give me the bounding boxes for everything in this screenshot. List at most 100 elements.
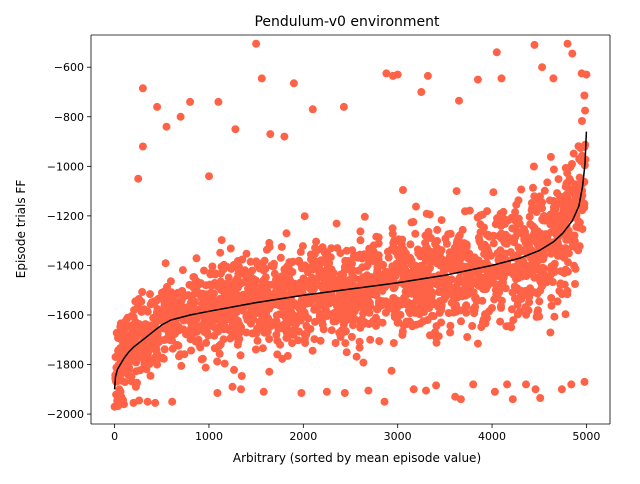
- scatter-point: [151, 398, 160, 407]
- scatter-point: [353, 300, 361, 309]
- scatter-point: [417, 88, 426, 96]
- y-tick-label: −1600: [47, 309, 84, 322]
- scatter-point: [466, 270, 475, 279]
- scatter-point: [201, 363, 210, 372]
- scatter-point: [398, 235, 407, 244]
- mean-line: [113, 131, 588, 390]
- scatter-point: [374, 317, 382, 326]
- scatter-point: [549, 203, 558, 212]
- scatter-point: [272, 318, 280, 327]
- scatter-point: [310, 305, 319, 314]
- scatter-point: [432, 381, 441, 390]
- scatter-point: [218, 319, 226, 327]
- scatter-point: [557, 385, 566, 394]
- scatter-point: [303, 268, 312, 276]
- scatter-point: [322, 296, 331, 305]
- scatter-point: [387, 366, 396, 375]
- scatter-point: [258, 344, 267, 353]
- scatter-point: [426, 263, 434, 272]
- scatter-point: [331, 339, 340, 347]
- scatter-point: [132, 367, 141, 376]
- scatter-point: [529, 265, 538, 274]
- scatter-point: [238, 306, 247, 315]
- scatter-point: [494, 288, 503, 296]
- scatter-point: [151, 345, 160, 354]
- scatter-point: [116, 387, 125, 396]
- scatter-point: [549, 197, 558, 205]
- scatter-point: [488, 266, 497, 275]
- scatter-point: [345, 276, 354, 285]
- y-axis-label: Episode trials FF: [14, 180, 28, 279]
- scatter-point: [563, 193, 572, 202]
- scatter-point: [282, 299, 290, 308]
- scatter-point: [525, 212, 534, 221]
- scatter-point: [563, 267, 572, 276]
- scatter-point: [549, 264, 558, 272]
- scatter-point: [383, 274, 392, 283]
- scatter-point: [280, 320, 289, 329]
- scatter-point: [560, 208, 569, 217]
- scatter-point: [159, 354, 168, 363]
- scatter-point: [200, 266, 208, 275]
- scatter-point: [150, 322, 159, 331]
- x-tick-label: 5000: [572, 430, 600, 443]
- scatter-point: [394, 296, 402, 305]
- scatter-point: [465, 253, 474, 262]
- x-axis-label: Arbitrary (sorted by mean episode value): [233, 451, 481, 465]
- scatter-point: [396, 253, 404, 262]
- scatter-point: [538, 282, 546, 291]
- scatter-point: [265, 335, 274, 343]
- scatter-point: [366, 335, 375, 344]
- scatter-point: [530, 273, 539, 282]
- scatter-point: [229, 261, 238, 269]
- scatter-point: [580, 91, 589, 100]
- scatter-point: [226, 290, 234, 299]
- scatter-point: [468, 322, 477, 330]
- scatter-point: [355, 337, 364, 346]
- scatter-point: [556, 279, 565, 288]
- scatter-point: [564, 203, 573, 211]
- scatter-point: [492, 48, 501, 57]
- scatter-point: [352, 285, 361, 294]
- scatter-point: [555, 287, 564, 295]
- scatter-point: [266, 130, 275, 139]
- scatter-point: [553, 297, 562, 306]
- scatter-point: [375, 300, 383, 309]
- scatter-point: [373, 268, 382, 277]
- scatter-point: [217, 236, 226, 245]
- scatter-point: [577, 196, 586, 205]
- scatter-point: [347, 332, 356, 341]
- scatter-point: [407, 218, 416, 227]
- scatter-point: [188, 323, 197, 332]
- scatter-point: [230, 312, 239, 321]
- scatter-point: [201, 290, 210, 299]
- scatter-point: [154, 294, 163, 303]
- scatter-point: [195, 341, 204, 350]
- scatter-point: [564, 258, 572, 267]
- scatter-point: [319, 325, 328, 334]
- scatter-point: [333, 244, 342, 253]
- scatter-point: [444, 309, 453, 317]
- scatter-point: [154, 314, 163, 323]
- scatter-point: [135, 396, 144, 405]
- scatter-point: [228, 332, 237, 341]
- scatter-point: [290, 279, 299, 288]
- scatter-point: [478, 296, 487, 305]
- scatter-point: [522, 240, 531, 249]
- scatter-point: [516, 286, 525, 295]
- scatter-point: [407, 257, 416, 265]
- scatter-point: [231, 125, 240, 134]
- scatter-point: [153, 339, 162, 348]
- scatter-point: [300, 308, 309, 317]
- scatter-point: [553, 189, 562, 198]
- scatter-point: [420, 308, 428, 316]
- scatter-point: [389, 339, 398, 347]
- scatter-point: [197, 355, 206, 364]
- scatter-point: [543, 178, 552, 187]
- scatter-point: [446, 328, 455, 337]
- scatter-point: [484, 230, 493, 239]
- scatter-point: [321, 249, 330, 258]
- scatter-point: [382, 69, 391, 78]
- scatter-point: [522, 272, 531, 281]
- scatter-point: [245, 280, 254, 289]
